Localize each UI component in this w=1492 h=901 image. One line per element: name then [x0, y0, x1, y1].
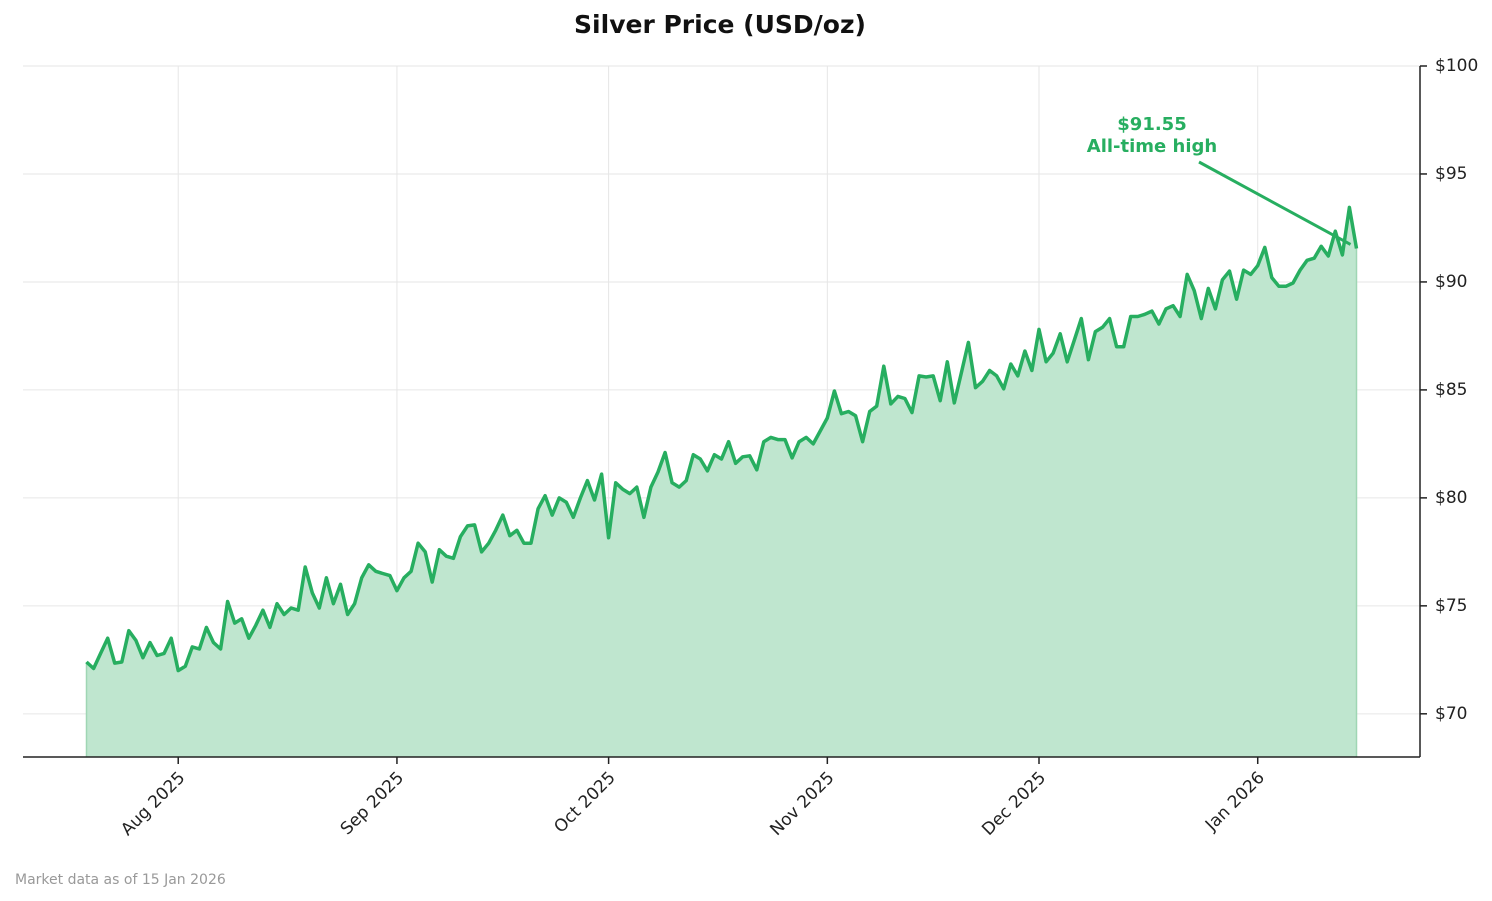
y-tick-label: $90: [1435, 272, 1467, 292]
y-tick-label: $80: [1435, 488, 1467, 508]
y-tick-label: $75: [1435, 596, 1467, 616]
y-tick-label: $95: [1435, 164, 1467, 184]
y-tick-label: $100: [1435, 56, 1478, 76]
y-tick-label: $70: [1435, 704, 1467, 724]
price-line: [85, 205, 1359, 673]
y-tick-label: $85: [1435, 380, 1467, 400]
x-tick-label: Jan 2026: [1201, 768, 1269, 836]
annotation-text: All-time high: [1087, 136, 1217, 157]
x-tick-label: Oct 2025: [550, 768, 619, 837]
annotation-value: $91.55: [1117, 114, 1186, 135]
x-tick-label: Nov 2025: [766, 768, 838, 840]
annotation-arrow: [1198, 160, 1352, 246]
x-tick-label: Sep 2025: [337, 768, 408, 839]
chart-title: Silver Price (USD/oz): [574, 10, 866, 39]
x-tick-label: Dec 2025: [978, 768, 1050, 840]
footnote: Market data as of 15 Jan 2026: [15, 872, 226, 888]
area: [86, 207, 1357, 757]
x-tick-label: Aug 2025: [117, 768, 189, 840]
